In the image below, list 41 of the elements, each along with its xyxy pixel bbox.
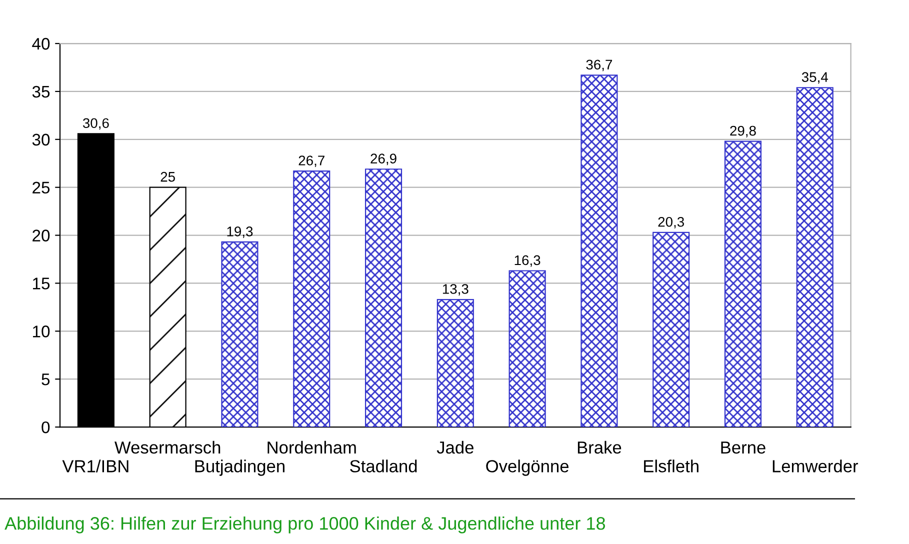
x-tick-label: Butjadingen (195, 460, 284, 476)
bar (580, 74, 618, 428)
text: Abbildung 36: Hilfen zur Erziehung pro 1000 Kinder & Jugendliche unter 18 (4, 516, 606, 534)
data-label: 13,3 (442, 284, 468, 296)
x-tick-label: Nordenham (268, 440, 356, 454)
x-tick-label: Berne (721, 442, 766, 454)
data-label: 16,3 (514, 255, 540, 267)
y-tick-label: 35 (32, 86, 50, 98)
bar (221, 241, 258, 428)
bar (436, 298, 474, 428)
y-tick-label: 15 (33, 278, 50, 290)
y-tick-label: 25 (32, 182, 50, 194)
x-tick-label: Elsfleth (644, 460, 698, 472)
bar (364, 168, 402, 428)
data-label: 36,7 (586, 60, 612, 72)
data-label: 29,8 (730, 126, 756, 138)
data-label: 26,9 (370, 154, 396, 166)
x-tick-label: Ovelgönne (486, 460, 569, 476)
bar (724, 140, 762, 428)
data-label: 35,4 (802, 72, 828, 84)
bar (652, 232, 690, 428)
y-tick-label: 40 (32, 38, 50, 50)
data-label: 20,3 (658, 216, 684, 228)
data-label: 26,7 (298, 156, 324, 168)
y-tick-label: 5 (42, 374, 50, 386)
x-tick-label: Stadland (350, 460, 417, 472)
data-label: 25 (160, 172, 175, 182)
x-tick-label: Lemwerder (772, 460, 858, 472)
data-label: 19,3 (227, 226, 253, 238)
y-tick-label: 30 (32, 134, 50, 146)
y-tick-label: 20 (32, 230, 50, 242)
bar (293, 170, 330, 428)
x-tick-label: Jade (436, 440, 474, 454)
x-tick-label: Brake (578, 440, 622, 454)
y-tick-label: 0 (42, 421, 50, 434)
bar (796, 87, 834, 428)
x-tick-label: VR1/IBN (62, 460, 128, 472)
bar (508, 270, 546, 428)
x-tick-label: Wesermarsch (114, 440, 220, 454)
y-tick-label: 10 (33, 326, 50, 338)
data-label: 30,6 (82, 118, 109, 130)
